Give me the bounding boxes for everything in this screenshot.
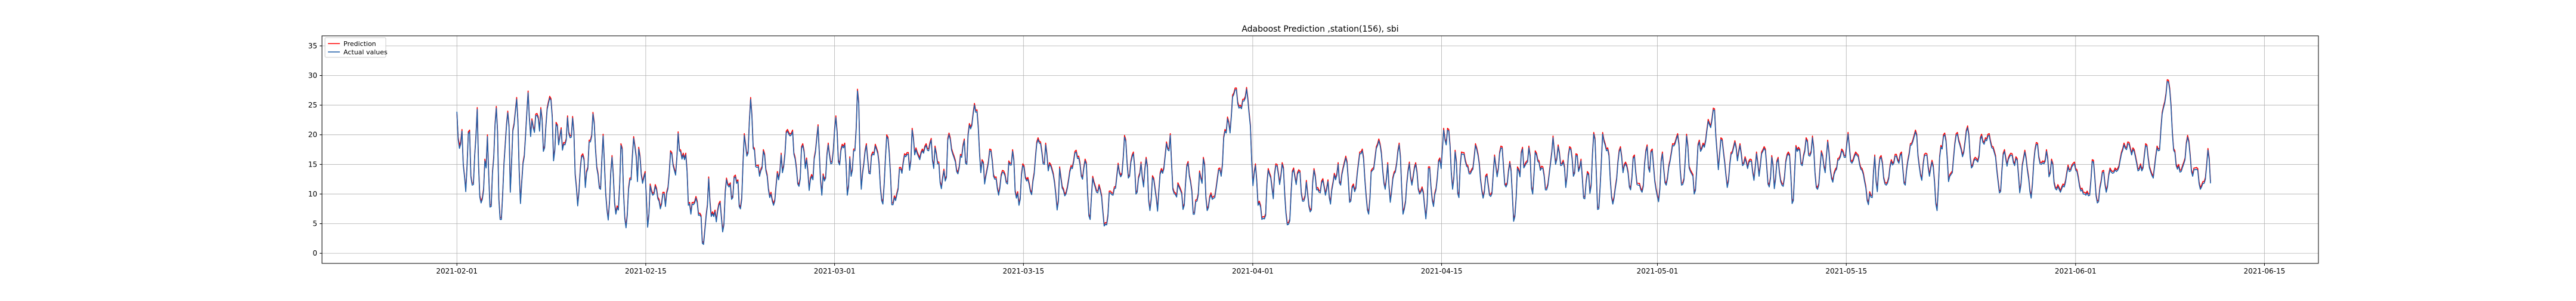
legend: Prediction Actual values	[324, 37, 388, 58]
x-tick-label: 2021-06-15	[2244, 267, 2286, 275]
y-tick-label: 20	[308, 131, 317, 139]
x-tick-label: 2021-04-01	[1232, 267, 1274, 275]
y-tick-label: 35	[308, 42, 317, 50]
x-tick-label: 2021-04-15	[1421, 267, 1463, 275]
grid	[322, 36, 2318, 263]
y-tick-label: 30	[308, 71, 317, 79]
x-tick-label: 2021-05-01	[1637, 267, 1679, 275]
plot-lines	[456, 79, 2211, 245]
x-tick-label: 2021-03-01	[814, 267, 856, 275]
y-tick-label: 5	[312, 220, 317, 228]
y-tick-label: 15	[308, 160, 317, 168]
chart-title: Adaboost Prediction ,station(156), sbi	[1241, 24, 1398, 34]
plot-area-frame	[321, 35, 2319, 264]
x-axis: 2021-02-01 2021-02-15 2021-03-01 2021-03-15…	[436, 263, 2285, 275]
x-tick-label: 2021-02-01	[436, 267, 478, 275]
legend-label-prediction: Prediction	[343, 40, 376, 48]
y-tick-label: 10	[308, 190, 317, 198]
x-tick-label: 2021-06-01	[2055, 267, 2097, 275]
x-tick-label: 2021-03-15	[1002, 267, 1044, 275]
y-axis: 0 5 10 15 20 25 30 35	[308, 42, 322, 257]
y-tick-label: 25	[308, 101, 317, 109]
x-tick-label: 2021-02-15	[625, 267, 667, 275]
legend-box	[324, 37, 386, 58]
series-line-actual-values	[456, 81, 2211, 245]
y-tick-label: 0	[312, 249, 317, 257]
legend-label-actual-values: Actual values	[343, 48, 388, 56]
x-tick-label: 2021-05-15	[1825, 267, 1867, 275]
